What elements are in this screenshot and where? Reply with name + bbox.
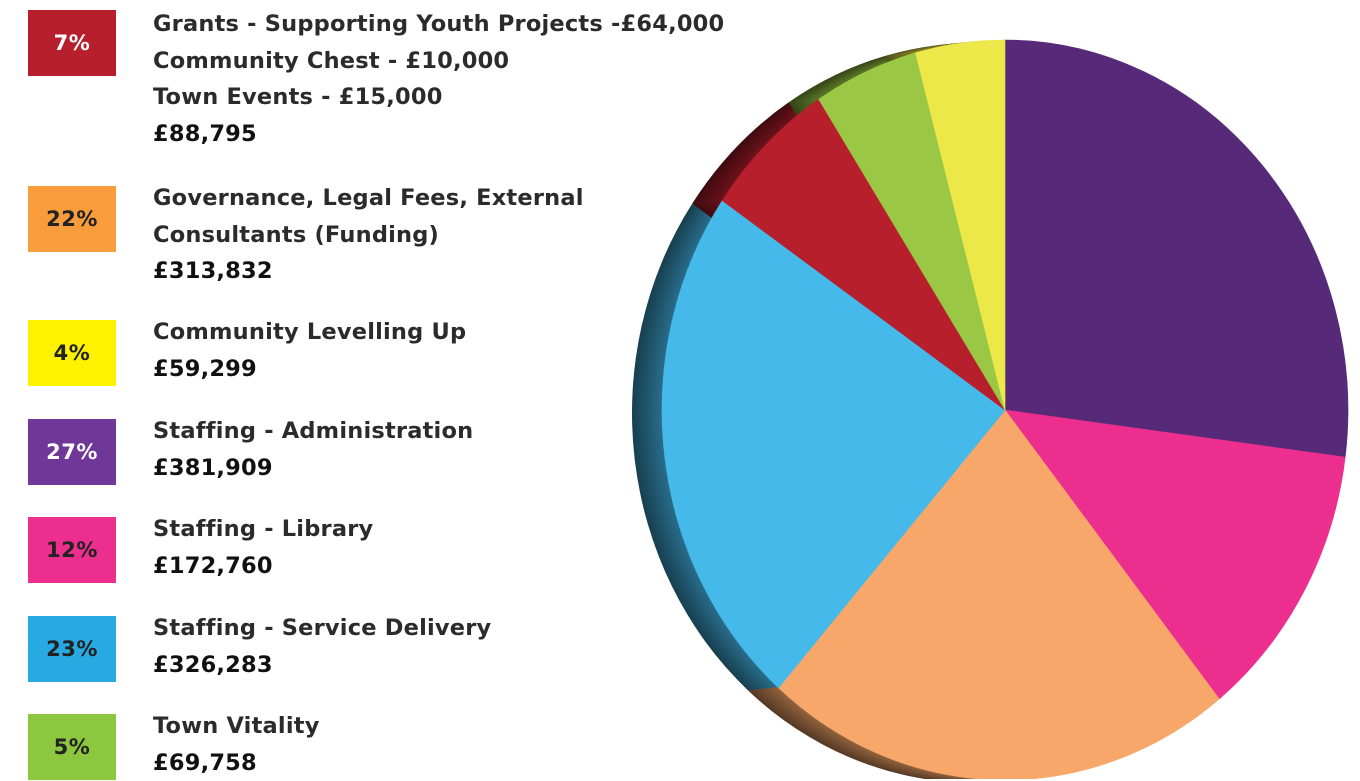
pie-top-layer [662, 40, 1348, 779]
pie-slice-staffing-administration [1005, 40, 1348, 457]
